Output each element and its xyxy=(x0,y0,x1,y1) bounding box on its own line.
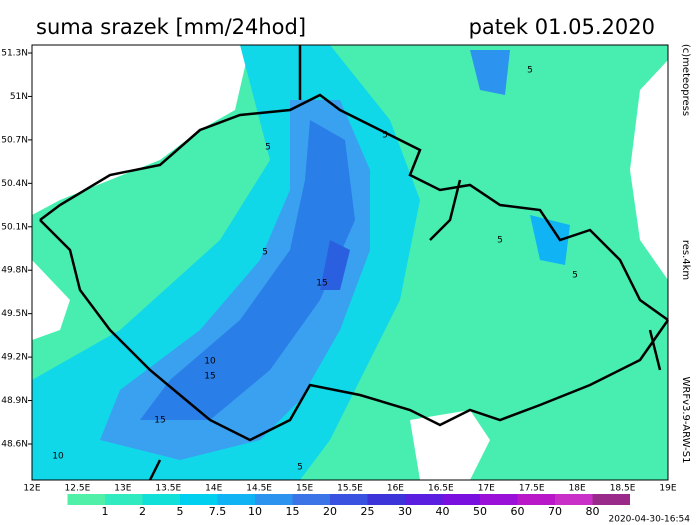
legend-swatch xyxy=(255,494,293,505)
lon-label: 16.5E xyxy=(428,484,454,494)
lon-label: 17E xyxy=(478,484,495,494)
legend-swatch xyxy=(405,494,443,505)
contour-label: 5 xyxy=(297,463,303,473)
lon-label: 13.5E xyxy=(155,484,181,494)
legend-swatch xyxy=(292,494,330,505)
lon-label: 14E xyxy=(205,484,222,494)
lat-label: 49.5N xyxy=(1,309,28,319)
lon-label: 15E xyxy=(296,484,313,494)
legend-swatch xyxy=(555,494,593,505)
legend-level: 20 xyxy=(323,505,337,518)
legend-level: 15 xyxy=(286,505,300,518)
legend-swatch xyxy=(517,494,555,505)
legend-level: 1 xyxy=(102,505,109,518)
legend-level: 50 xyxy=(473,505,487,518)
legend-level: 25 xyxy=(361,505,375,518)
contour-label: 10 xyxy=(52,452,64,462)
resolution: res.4km xyxy=(680,240,691,280)
legend-level: 10 xyxy=(248,505,262,518)
lon-label: 13E xyxy=(114,484,131,494)
timestamp: 2020-04-30-16:54 xyxy=(609,515,691,525)
lon-label: 12.5E xyxy=(65,484,91,494)
lat-label: 48.6N xyxy=(1,440,28,450)
country-borders xyxy=(39,45,670,481)
lat-label: 49.2N xyxy=(1,353,28,363)
legend-swatch xyxy=(367,494,405,505)
contour-label: 5 xyxy=(527,66,533,76)
lon-label: 18E xyxy=(569,484,586,494)
map-frame xyxy=(31,44,669,481)
legend-swatch xyxy=(592,494,630,505)
model: WRFv3.9-ARW-S1 xyxy=(680,377,691,464)
lat-label: 50.4N xyxy=(1,179,28,189)
lon-label: 19E xyxy=(659,484,676,494)
contour-label: 5 xyxy=(262,248,268,258)
legend-level: 80 xyxy=(586,505,600,518)
contour-label: 5 xyxy=(497,236,503,246)
contour-label: 15 xyxy=(154,416,165,426)
lat-label: 50.1N xyxy=(1,222,28,232)
lon-label: 18.5E xyxy=(610,484,636,494)
contour-label: 5 xyxy=(382,131,388,141)
legend-level: 5 xyxy=(177,505,184,518)
legend-swatch xyxy=(142,494,180,505)
legend-level: 7.5 xyxy=(209,505,227,518)
legend-swatch xyxy=(330,494,368,505)
legend-swatch xyxy=(217,494,255,505)
map-date: patek 01.05.2020 xyxy=(469,15,655,39)
lat-label: 48.9N xyxy=(1,396,28,406)
lon-label: 12E xyxy=(23,484,40,494)
legend-swatch xyxy=(480,494,518,505)
lon-label: 16E xyxy=(387,484,404,494)
map-title: suma srazek [mm/24hod] xyxy=(36,15,306,39)
lon-label: 14.5E xyxy=(246,484,272,494)
copyright: (c)meteopress xyxy=(680,44,691,116)
lon-label: 15.5E xyxy=(337,484,363,494)
lon-label: 17.5E xyxy=(519,484,545,494)
lat-label: 51.3N xyxy=(1,49,28,59)
legend-swatch xyxy=(180,494,218,505)
legend-swatch xyxy=(67,494,105,505)
legend-swatch xyxy=(442,494,480,505)
contour-label: 15 xyxy=(204,372,215,382)
lat-label: 49.8N xyxy=(1,266,28,276)
legend-level: 60 xyxy=(511,505,525,518)
legend-level: 30 xyxy=(398,505,412,518)
legend-level: 40 xyxy=(436,505,450,518)
contour-label: 5 xyxy=(265,143,271,153)
legend-level: 2 xyxy=(139,505,146,518)
contour-label: 15 xyxy=(316,279,327,289)
legend-swatch xyxy=(105,494,143,505)
contour-label: 10 xyxy=(204,357,216,367)
lat-label: 51N xyxy=(10,92,28,102)
map-field xyxy=(32,45,668,480)
lat-label: 50.7N xyxy=(1,135,28,145)
contour-label: 5 xyxy=(572,271,578,281)
legend-level: 70 xyxy=(548,505,562,518)
